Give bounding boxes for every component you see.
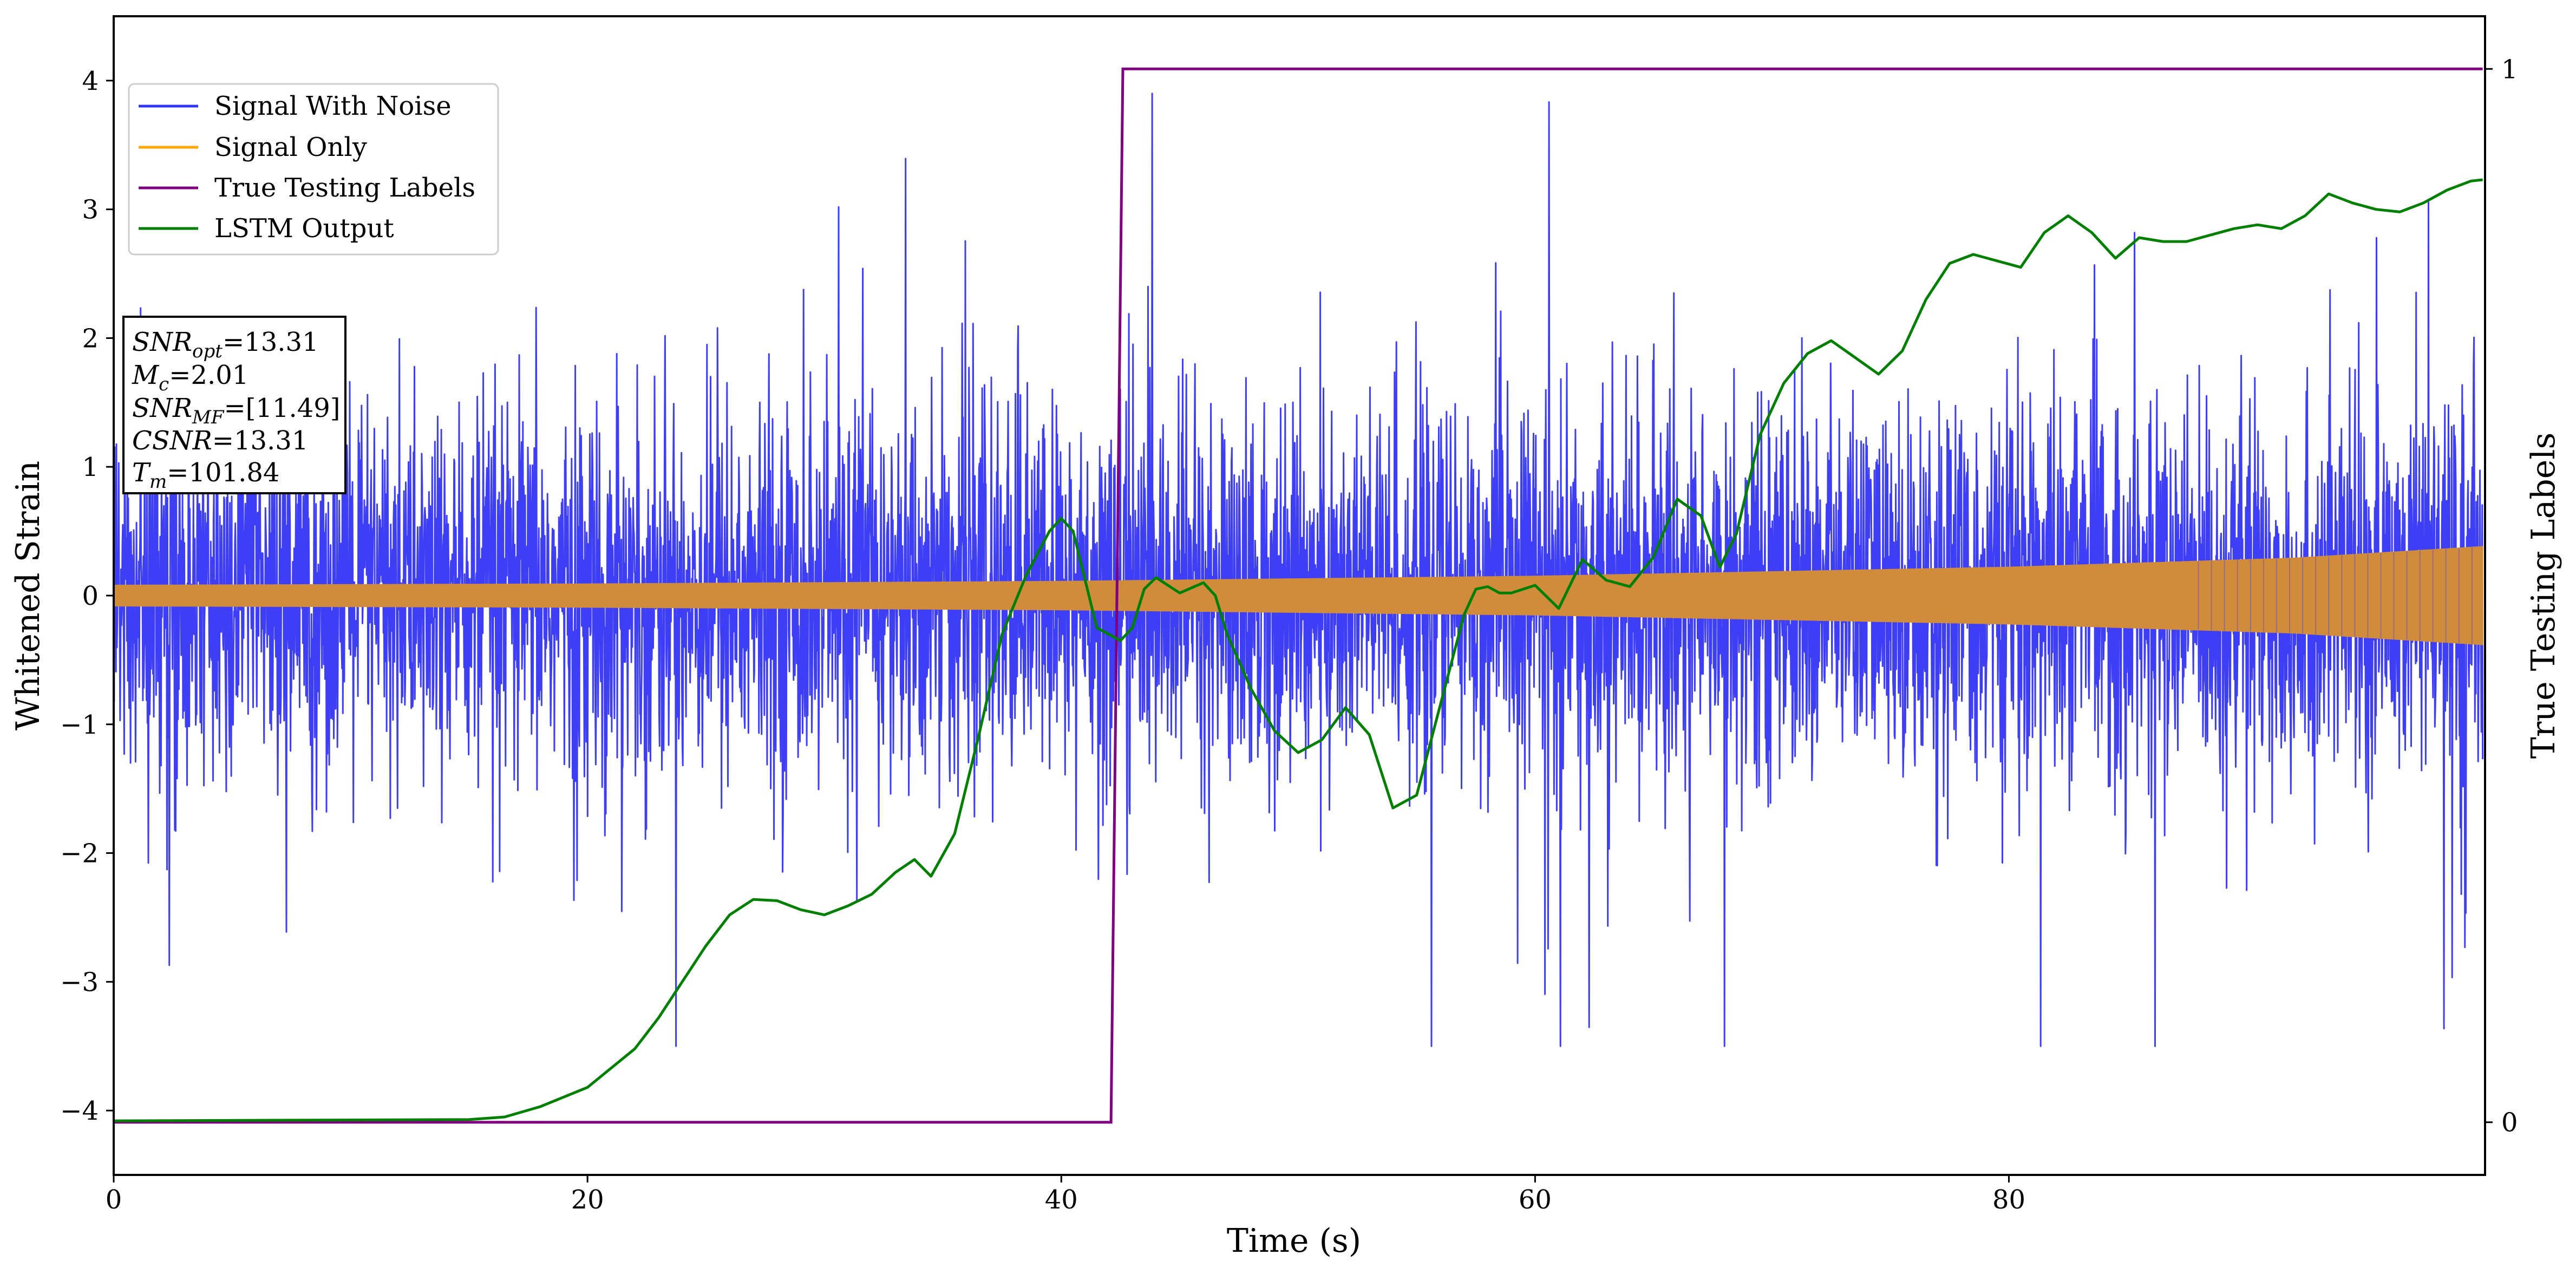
x-tick-label: 80 <box>1992 1185 2025 1215</box>
y-axis-left: −4 −3 −2 −1 0 1 2 3 4 <box>60 66 114 1126</box>
x-tick-label: 20 <box>571 1185 604 1215</box>
annotation-merger-time: Tm=101.84 <box>132 458 279 493</box>
legend-label-lstm-output: LSTM Output <box>214 213 394 244</box>
lstm-line <box>114 178 2483 1122</box>
x-axis: 0 20 40 60 80 <box>106 1175 2025 1215</box>
y2-axis-label: True Testing Labels <box>2525 433 2562 759</box>
series-lstm-output <box>114 178 2483 1122</box>
y-axis-right: 01 <box>2485 54 2518 1138</box>
plot-content <box>114 67 2484 1124</box>
legend-frame <box>128 83 499 256</box>
x-tick-label: 0 <box>106 1185 122 1215</box>
series-signal-only <box>114 546 2483 645</box>
signal-envelope <box>114 546 2483 645</box>
y-tick-label: −4 <box>60 1096 99 1126</box>
annotation-csnr: CSNR=13.31 <box>132 426 308 456</box>
y-tick-label: 3 <box>82 195 99 225</box>
x-tick-label: 60 <box>1519 1185 1552 1215</box>
annotation-snr-mf: SNRMF=[11.49] <box>132 393 341 428</box>
annotation-frame <box>122 316 346 494</box>
y-axis-label: Whitened Strain <box>9 461 47 730</box>
legend-label-signal-only: Signal Only <box>214 132 367 162</box>
annotation-chirp-mass: Mc=2.01 <box>132 360 249 395</box>
y2-tick-label: 1 <box>2501 54 2518 84</box>
legend: Signal With Noise Signal Only True Testi… <box>128 83 499 256</box>
annotation-snr-opt: SNRopt=13.31 <box>132 327 319 362</box>
y-tick-label: 0 <box>82 581 99 611</box>
legend-label-true-testing-labels: True Testing Labels <box>214 173 475 203</box>
y-tick-label: −1 <box>60 710 99 740</box>
annotation-box: SNRopt=13.31 Mc=2.01 SNRMF=[11.49] CSNR=… <box>122 316 346 494</box>
x-axis-label: Time (s) <box>1227 1222 1361 1260</box>
y-tick-label: 1 <box>82 452 99 482</box>
y-tick-label: 4 <box>82 66 99 96</box>
y-tick-label: 2 <box>82 323 99 354</box>
y-tick-label: −3 <box>60 967 99 997</box>
x-tick-label: 40 <box>1045 1185 1078 1215</box>
y2-tick-label: 0 <box>2501 1108 2518 1138</box>
labels-line <box>114 67 2483 1124</box>
series-true-testing-labels <box>114 67 2483 1124</box>
y-tick-label: −2 <box>60 839 99 869</box>
legend-label-signal-with-noise: Signal With Noise <box>214 91 452 121</box>
